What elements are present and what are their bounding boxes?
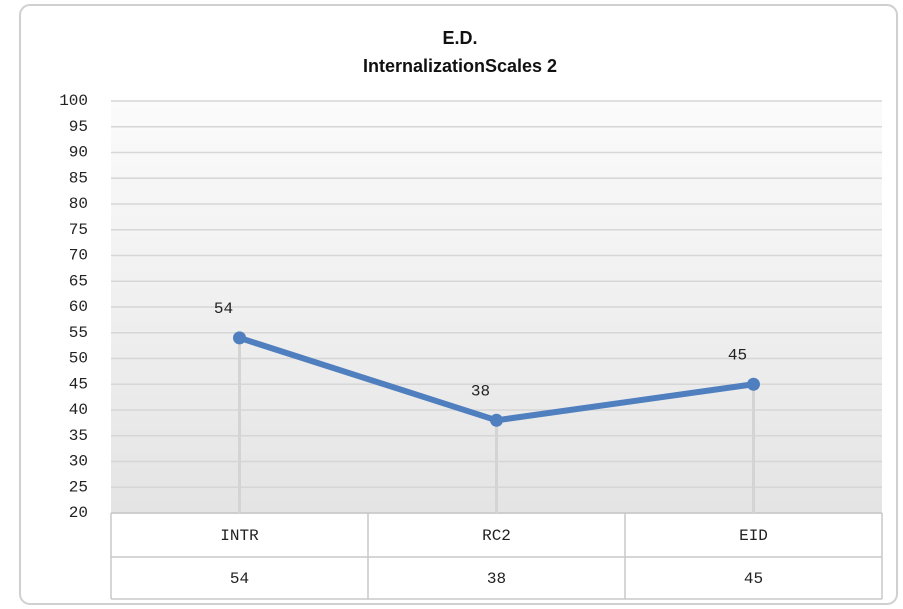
y-tick-label: 55 bbox=[69, 324, 88, 342]
table-value: 38 bbox=[487, 570, 506, 588]
data-label: 45 bbox=[728, 346, 747, 364]
x-tick-label: INTR bbox=[220, 527, 259, 545]
y-tick-label: 60 bbox=[69, 298, 88, 316]
y-tick-label: 75 bbox=[69, 221, 88, 239]
data-label: 54 bbox=[214, 300, 233, 318]
y-tick-label: 95 bbox=[69, 118, 88, 136]
x-tick-label: RC2 bbox=[482, 527, 511, 545]
data-point bbox=[233, 331, 246, 345]
chart-subtitle: InternalizationScales 2 bbox=[363, 56, 557, 76]
table-value: 45 bbox=[744, 570, 763, 588]
x-tick-label: EID bbox=[739, 527, 768, 545]
y-tick-label: 90 bbox=[69, 144, 88, 162]
data-label: 38 bbox=[471, 383, 490, 401]
y-tick-label: 25 bbox=[69, 478, 88, 496]
y-tick-label: 65 bbox=[69, 272, 88, 290]
y-tick-label: 80 bbox=[69, 195, 88, 213]
chart-title: E.D. bbox=[442, 28, 477, 48]
y-tick-label: 85 bbox=[69, 169, 88, 187]
table-value: 54 bbox=[230, 570, 249, 588]
y-tick-label: 70 bbox=[69, 247, 88, 265]
y-tick-label: 50 bbox=[69, 350, 88, 368]
y-tick-label: 20 bbox=[69, 504, 88, 522]
data-point bbox=[747, 377, 760, 391]
y-tick-label: 35 bbox=[69, 427, 88, 445]
y-tick-label: 100 bbox=[59, 92, 88, 110]
y-tick-label: 30 bbox=[69, 453, 88, 471]
y-tick-label: 45 bbox=[69, 375, 88, 393]
y-tick-label: 40 bbox=[69, 401, 88, 419]
data-point bbox=[490, 413, 503, 427]
